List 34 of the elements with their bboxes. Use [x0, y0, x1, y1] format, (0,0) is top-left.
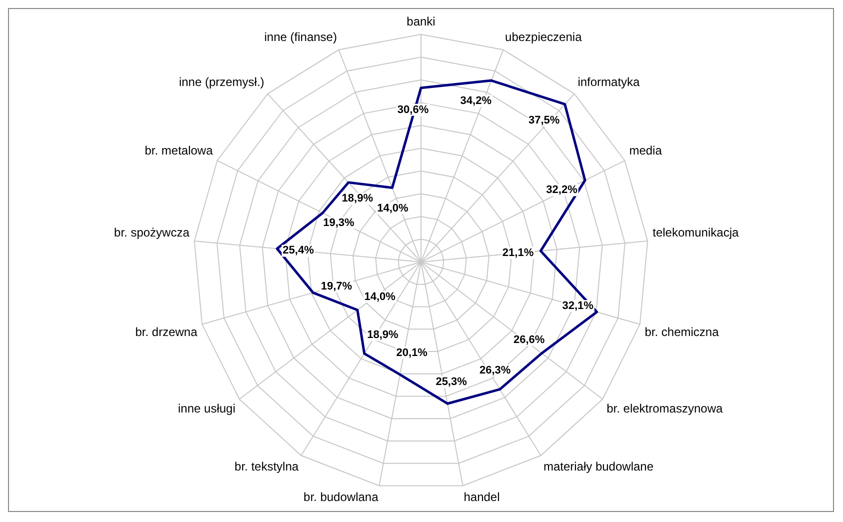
text: 30,6%: [397, 104, 429, 116]
spoke-label: br. tekstylna: [234, 459, 299, 474]
spoke-label: banki: [406, 14, 436, 29]
spoke-label: br. spożywcza: [114, 226, 190, 240]
text: 37,5%: [528, 114, 560, 127]
spoke-label: informatyka: [578, 75, 640, 90]
text: 19,3%: [323, 216, 354, 229]
text: 20,1%: [396, 346, 428, 359]
text: 25,3%: [436, 376, 467, 388]
spoke-label: inne usługi: [178, 402, 236, 416]
spoke-label: media: [629, 143, 662, 158]
spoke-label: handel: [464, 490, 500, 504]
text: 34,2%: [460, 95, 492, 108]
text: 32,2%: [546, 184, 578, 196]
spoke-label: materiały budowlane: [543, 459, 654, 474]
text: 18,9%: [367, 328, 398, 341]
text: 26,3%: [479, 364, 511, 377]
text: 25,4%: [282, 244, 314, 257]
spoke-label: br. drzewna: [135, 325, 198, 340]
spoke-label: br. chemiczna: [644, 325, 720, 340]
spoke-label: ubezpieczenia: [505, 30, 582, 44]
text: 14,0%: [377, 202, 408, 214]
text: 18,9%: [342, 192, 373, 205]
text: 32,1%: [562, 300, 594, 312]
text: 14,0%: [364, 290, 396, 303]
text: 19,7%: [320, 280, 352, 293]
spoke-label: inne (finanse): [264, 30, 337, 44]
spoke-label: br. elektromaszynowa: [606, 402, 723, 416]
text: 21,1%: [502, 246, 534, 259]
spoke-label: inne (przemysł.): [178, 75, 264, 90]
spoke-label: br. metalowa: [144, 143, 214, 158]
text: 26,6%: [513, 334, 545, 346]
spoke-label: telekomunikacja: [652, 226, 739, 240]
spoke-label: br. budowlana: [304, 490, 379, 504]
